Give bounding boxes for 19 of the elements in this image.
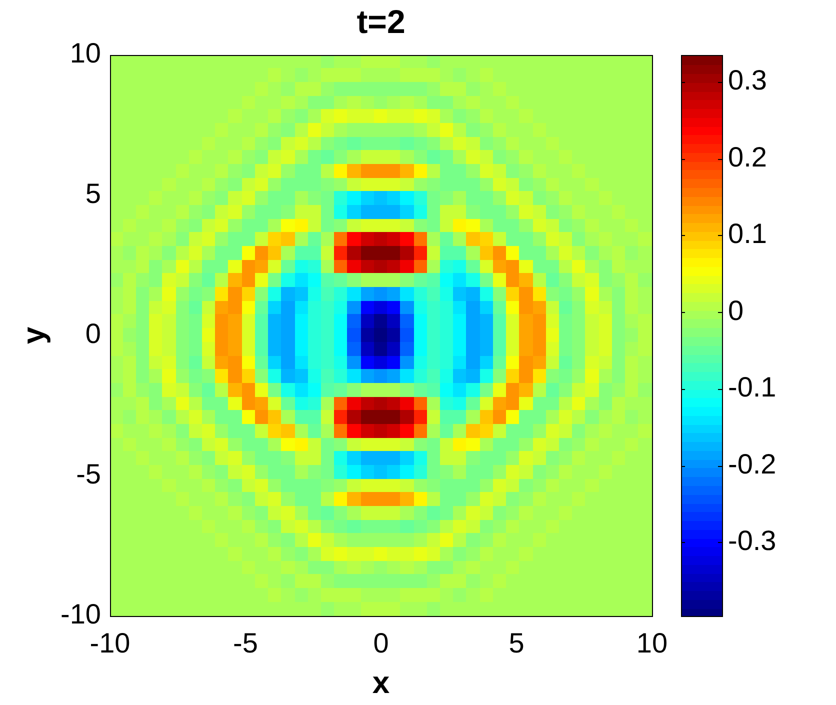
- x-tick-label: 10: [636, 628, 668, 659]
- y-tick-label: -5: [76, 458, 101, 490]
- x-tick-label: -5: [233, 628, 258, 659]
- y-tick-label: 10: [70, 38, 101, 69]
- color-bar-label: 0.3: [728, 64, 767, 96]
- color-bar-label: 0.2: [728, 141, 767, 172]
- x-axis-title: x: [372, 664, 390, 700]
- y-tick-label: -10: [60, 598, 101, 630]
- color-bar-label: -0.1: [728, 372, 776, 403]
- color-bar-label: -0.3: [728, 525, 776, 556]
- color-bar-label: -0.2: [728, 448, 776, 480]
- chart-title: t=2: [356, 3, 406, 40]
- x-tick-label: 5: [508, 628, 524, 659]
- y-tick-label: 0: [85, 318, 101, 350]
- y-tick-label: 5: [85, 178, 101, 209]
- color-bar-label: 0.1: [728, 218, 767, 250]
- y-axis-title: y: [16, 326, 52, 344]
- x-tick-label: 0: [373, 628, 389, 659]
- color-bar-label: 0: [728, 294, 744, 326]
